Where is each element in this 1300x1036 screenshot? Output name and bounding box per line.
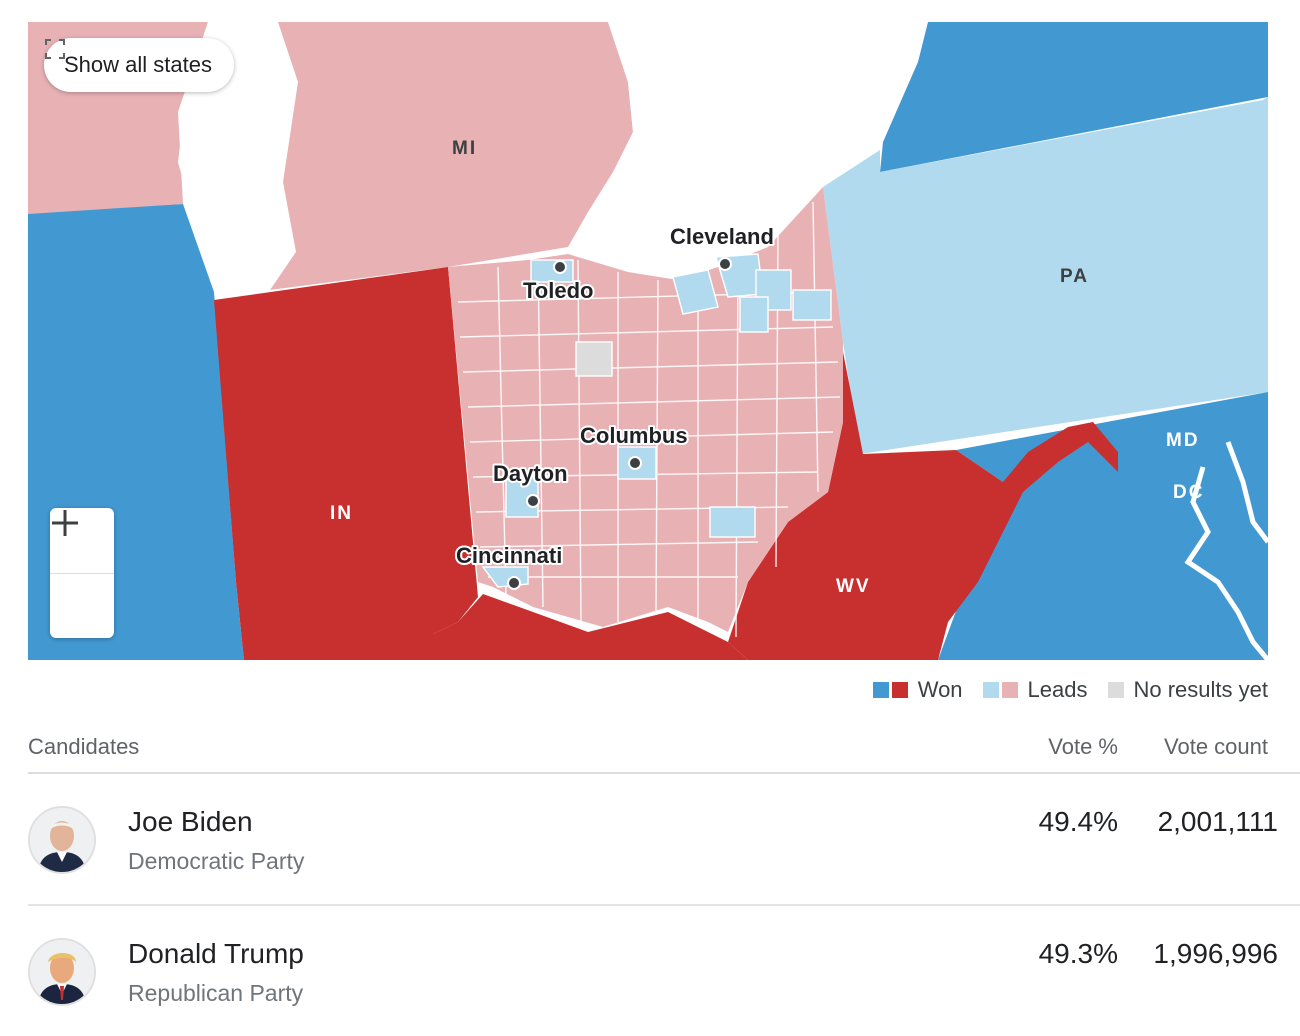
- lake-michigan: [178, 22, 298, 307]
- legend-no-results: No results yet: [1107, 677, 1269, 703]
- header-vote-pct: Vote %: [1048, 734, 1118, 759]
- candidate-vote-count: 1,996,996: [1153, 938, 1278, 969]
- candidate-name[interactable]: Donald Trump: [128, 938, 304, 969]
- city-label-toledo: Toledo: [523, 278, 593, 303]
- ohio-dem-lead-counties: [481, 253, 832, 588]
- city-marker-dayton: [526, 494, 540, 508]
- lake-erie: [573, 22, 928, 282]
- city-label-columbus: Columbus: [580, 423, 688, 448]
- candidate-vote-count: 2,001,111: [1157, 806, 1278, 837]
- candidate-party: Republican Party: [128, 980, 304, 1006]
- state-mi[interactable]: [270, 22, 633, 290]
- city-marker-cleveland: [718, 257, 732, 271]
- state-label-wv: WV: [836, 576, 871, 597]
- state-label-in: IN: [330, 503, 353, 524]
- show-all-states-button[interactable]: Show all states: [44, 38, 234, 92]
- candidate-vote-pct: 49.3%: [1038, 938, 1118, 969]
- state-label-pa: PA: [1060, 266, 1089, 287]
- state-label-md: MD: [1166, 430, 1200, 451]
- state-label-dc: DC: [1173, 482, 1204, 503]
- city-label-cleveland: Cleveland: [670, 224, 774, 249]
- candidate-party: Democratic Party: [128, 848, 305, 874]
- avatar-biden: [28, 806, 96, 874]
- expand-icon: [45, 39, 65, 59]
- election-map[interactable]: MI IN PA WV MD DC Cleveland Toledo Colum…: [28, 22, 1268, 660]
- legend-won-label: Won: [917, 677, 963, 702]
- zoom-out-button[interactable]: [50, 521, 114, 639]
- state-wv[interactable]: [728, 352, 1118, 660]
- state-label-mi: MI: [452, 138, 477, 159]
- legend-no-results-label: No results yet: [1133, 677, 1269, 702]
- city-marker-cincinnati: [507, 576, 521, 590]
- candidate-row-trump[interactable]: Donald Trump Republican Party 49.3% 1,99…: [28, 906, 1300, 1036]
- state-in[interactable]: [214, 267, 478, 660]
- candidate-vote-pct: 49.4%: [1038, 806, 1118, 837]
- map-canvas[interactable]: MI IN PA WV MD DC Cleveland Toledo Colum…: [28, 22, 1268, 660]
- show-all-states-label: Show all states: [64, 52, 212, 77]
- candidate-row-biden[interactable]: Joe Biden Democratic Party 49.4% 2,001,1…: [28, 774, 1300, 906]
- map-legend: Won Leads No results yet: [872, 677, 1269, 703]
- leads-swatch: [982, 682, 1018, 698]
- ohio-no-results-county: [575, 341, 613, 377]
- city-label-dayton: Dayton: [493, 461, 568, 486]
- zoom-control: [50, 508, 114, 638]
- avatar-trump: [28, 938, 96, 1006]
- state-pa[interactable]: [823, 97, 1268, 454]
- minus-icon: [52, 521, 78, 525]
- no-results-swatch: [1107, 682, 1124, 698]
- legend-leads: Leads: [982, 677, 1088, 703]
- city-markers: [507, 257, 732, 590]
- candidate-name[interactable]: Joe Biden: [128, 806, 253, 837]
- city-label-cincinnati: Cincinnati: [456, 543, 562, 568]
- chesapeake-bay: [1184, 441, 1268, 660]
- city-marker-toledo: [553, 260, 567, 274]
- legend-won: Won: [872, 677, 963, 703]
- city-marker-columbus: [628, 456, 642, 470]
- header-candidates: Candidates: [28, 734, 140, 759]
- results-table-header: Candidates Vote % Vote count: [28, 734, 1300, 774]
- region-ontario: [880, 22, 1268, 172]
- legend-leads-label: Leads: [1027, 677, 1088, 702]
- header-vote-count: Vote count: [1164, 734, 1268, 759]
- state-ky[interactable]: [433, 594, 748, 660]
- state-md[interactable]: [938, 392, 1268, 660]
- won-swatch: [872, 682, 908, 698]
